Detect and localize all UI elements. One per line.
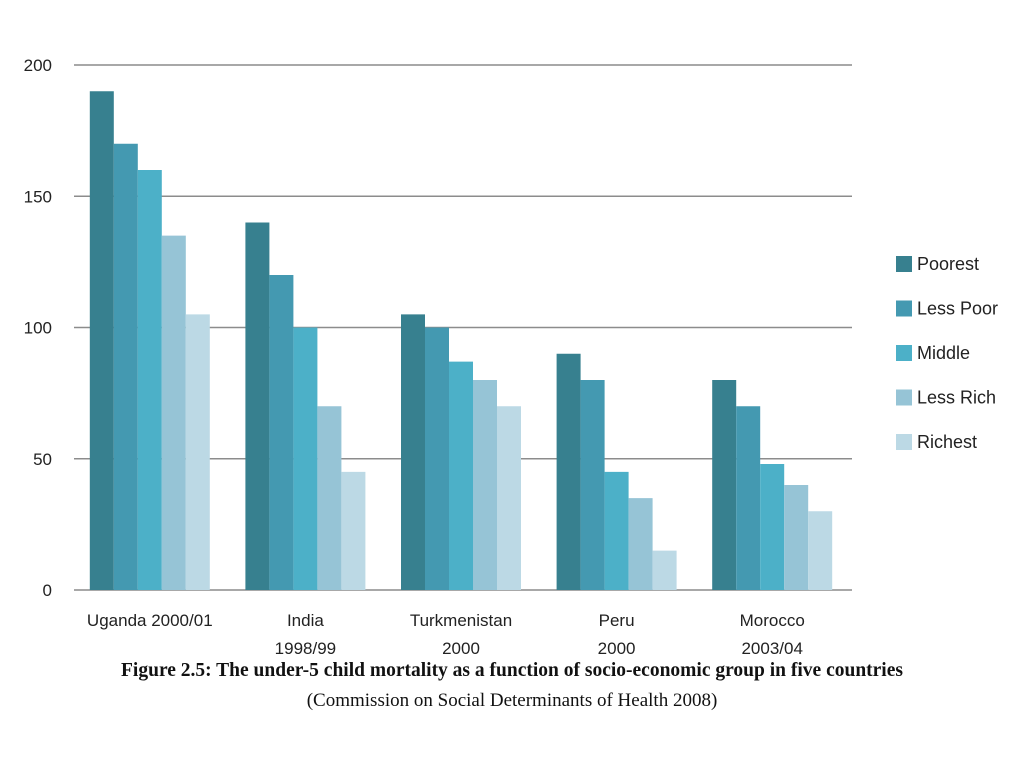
legend-swatch <box>896 389 912 406</box>
bar <box>113 143 138 590</box>
legend-swatch <box>896 300 912 317</box>
bar <box>652 550 677 590</box>
bar <box>317 406 342 590</box>
x-tick-label: Morocco <box>740 611 805 630</box>
bar <box>784 485 809 590</box>
bar <box>604 471 629 590</box>
legend-label: Less Poor <box>917 299 998 319</box>
bar <box>137 170 162 590</box>
x-tick-label: India <box>287 611 324 630</box>
bar <box>293 327 318 590</box>
figure-caption-title: Figure 2.5: The under-5 child mortality … <box>121 660 903 681</box>
x-tick-label: Peru <box>599 611 635 630</box>
legend-label: Poorest <box>917 254 979 274</box>
x-tick-label: 2000 <box>598 639 636 658</box>
y-tick-label: 50 <box>33 450 52 469</box>
legend-swatch <box>896 434 912 450</box>
figure-caption-source: (Commission on Social Determinants of He… <box>306 690 718 711</box>
bar <box>556 353 581 590</box>
bar <box>628 498 653 590</box>
legend-label: Middle <box>917 343 970 363</box>
bar <box>401 314 425 590</box>
bar <box>185 314 210 590</box>
x-tick-label: 2003/04 <box>741 639 802 658</box>
bar <box>736 406 761 590</box>
x-tick-label: Turkmenistan <box>410 611 512 630</box>
legend-label: Richest <box>917 432 977 452</box>
legend-label: Less Rich <box>917 388 996 408</box>
y-tick-label: 200 <box>24 56 52 75</box>
x-tick-label: 2000 <box>442 639 480 658</box>
bar <box>712 380 737 590</box>
bar <box>89 91 114 590</box>
bar <box>473 380 497 590</box>
bar-chart: 0 50 100 150 200 Uganda 2000/01 India 1998/99 Tu… <box>24 56 998 658</box>
bar <box>425 327 449 590</box>
bar <box>341 471 366 590</box>
bar <box>580 380 605 590</box>
y-tick-label: 150 <box>24 187 52 206</box>
bar <box>808 511 833 590</box>
bar <box>269 275 294 590</box>
bar <box>245 222 270 590</box>
bar <box>497 406 521 590</box>
legend-swatch <box>896 345 912 361</box>
bar <box>760 464 785 590</box>
y-tick-label: 100 <box>24 319 52 338</box>
bar <box>161 235 186 590</box>
bar <box>449 361 473 590</box>
x-tick-label: Uganda 2000/01 <box>87 611 213 630</box>
x-tick-label: 1998/99 <box>275 639 336 658</box>
legend-swatch <box>896 256 912 272</box>
y-tick-label: 0 <box>43 581 52 600</box>
